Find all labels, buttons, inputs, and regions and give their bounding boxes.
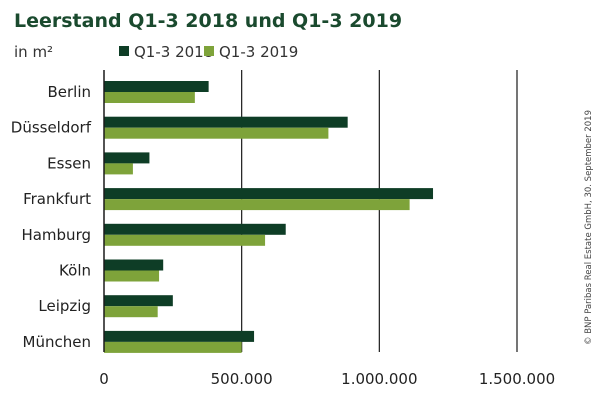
bar-koeln-q1-3-2019 bbox=[104, 270, 160, 282]
legend-label-q1-3-2019: Q1-3 2019 bbox=[219, 43, 298, 61]
legend-label-q1-3-2018: Q1-3 2018 bbox=[134, 43, 213, 61]
category-label-hamburg: Hamburg bbox=[21, 226, 91, 244]
x-tick-label-1: 500.000 bbox=[211, 370, 273, 388]
x-tick-label-0: 0 bbox=[99, 370, 109, 388]
bar-berlin-q1-3-2019 bbox=[104, 92, 195, 103]
x-tick-label-3: 1.500.000 bbox=[479, 370, 555, 388]
category-label-leipzig: Leipzig bbox=[38, 297, 91, 315]
bar-berlin-q1-3-2018 bbox=[104, 81, 209, 92]
category-label-muenchen: München bbox=[23, 333, 91, 351]
bar-hamburg-q1-3-2018 bbox=[104, 223, 286, 235]
bar-frankfurt-q1-3-2019 bbox=[104, 199, 410, 211]
bar-hamburg-q1-3-2019 bbox=[104, 234, 266, 246]
chart-title: Leerstand Q1-3 2018 und Q1-3 2019 bbox=[14, 10, 402, 32]
x-tick-label-2: 1.000.000 bbox=[341, 370, 417, 388]
bar-leipzig-q1-3-2019 bbox=[104, 306, 158, 318]
gridlines bbox=[241, 70, 518, 352]
category-label-koeln: Köln bbox=[59, 262, 91, 280]
category-labels: Berlin Düsseldorf Essen Frankfurt Hamburg Köl… bbox=[11, 83, 92, 351]
unit-label: in m² bbox=[14, 43, 53, 61]
bar-duesseldorf-q1-3-2018 bbox=[104, 116, 348, 128]
x-tick-labels: 0 500.000 1.000.000 1.500.000 bbox=[99, 370, 555, 388]
legend: Q1-3 2018 Q1-3 2019 bbox=[119, 43, 298, 61]
bar-muenchen-q1-3-2019 bbox=[104, 341, 242, 353]
bar-frankfurt-q1-3-2018 bbox=[104, 188, 434, 200]
bar-essen-q1-3-2018 bbox=[104, 152, 150, 164]
category-label-duesseldorf: Düsseldorf bbox=[11, 119, 92, 137]
bar-duesseldorf-q1-3-2019 bbox=[104, 127, 329, 139]
bar-koeln-q1-3-2018 bbox=[104, 259, 164, 271]
bar-muenchen-q1-3-2018 bbox=[104, 330, 255, 342]
category-label-essen: Essen bbox=[47, 154, 91, 172]
bar-leipzig-q1-3-2018 bbox=[104, 295, 173, 307]
source-note: © BNP Paribas Real Estate GmbH, 30. Sept… bbox=[584, 110, 594, 345]
bars bbox=[104, 81, 434, 353]
bar-essen-q1-3-2019 bbox=[104, 163, 133, 175]
category-label-frankfurt: Frankfurt bbox=[23, 190, 91, 208]
category-label-berlin: Berlin bbox=[47, 83, 91, 101]
legend-swatch-q1-3-2019 bbox=[204, 46, 214, 56]
legend-swatch-q1-3-2018 bbox=[119, 46, 129, 56]
